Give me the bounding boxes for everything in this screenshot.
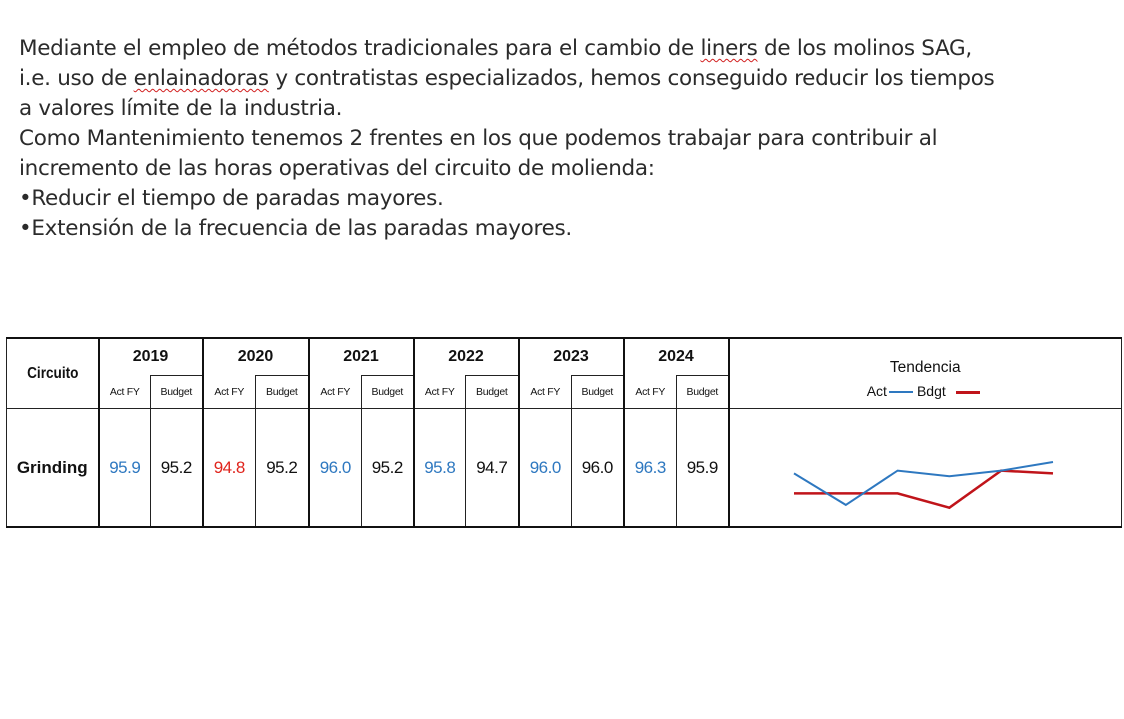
- legend-bdgt-label: Bdgt: [916, 383, 946, 399]
- trend-legend: Act Bdgt: [730, 383, 1122, 399]
- budget-2024: 95.9: [676, 408, 729, 528]
- sub-budget-2021: Budget: [361, 375, 414, 409]
- act-2023: 96.0: [517, 408, 572, 528]
- text-line-1: Mediante el empleo de métodos tradiciona…: [19, 34, 1114, 64]
- act-2024: 96.3: [622, 408, 677, 528]
- budget-2019: 95.2: [150, 408, 203, 528]
- header-year-2021: 2021: [307, 337, 414, 376]
- sub-budget-2022: Budget: [465, 375, 519, 409]
- header-year-2022: 2022: [412, 337, 519, 376]
- act-2021: 96.0: [307, 408, 362, 528]
- text-line-1a: Mediante el empleo de métodos tradiciona…: [19, 36, 701, 61]
- act-2019: 95.9: [97, 408, 151, 528]
- spellcheck-word-liners[interactable]: liners: [700, 36, 758, 61]
- sub-act-2020: Act FY: [201, 375, 256, 409]
- bullet-1: •Reducir el tiempo de paradas mayores.: [19, 186, 444, 211]
- act-2020: 94.8: [201, 408, 256, 528]
- sub-act-2021: Act FY: [307, 375, 362, 409]
- sparkline-bdgt: [793, 468, 1053, 509]
- row-label-grinding: Grinding: [6, 408, 99, 528]
- budget-2020: 95.2: [255, 408, 309, 528]
- sub-budget-2023: Budget: [571, 375, 624, 409]
- legend-bdgt-swatch: [955, 390, 980, 394]
- body-text: Mediante el empleo de métodos tradiciona…: [19, 34, 1114, 244]
- text-line-5: incremento de las horas operativas del c…: [19, 156, 655, 181]
- sub-act-2022: Act FY: [412, 375, 466, 409]
- trend-sparkline-cell: [727, 408, 1122, 528]
- sub-act-2023: Act FY: [517, 375, 572, 409]
- sub-act-2024: Act FY: [622, 375, 677, 409]
- header-tendencia: Tendencia Act Bdgt: [727, 337, 1122, 409]
- tendencia-title: Tendencia: [889, 359, 961, 376]
- legend-act-swatch: [888, 391, 913, 394]
- header-circuito: Circuito: [12, 337, 93, 409]
- text-line-3: a valores límite de la industria.: [19, 96, 343, 121]
- spellcheck-word-enlainadoras[interactable]: enlainadoras: [133, 66, 270, 91]
- budget-2023: 96.0: [571, 408, 624, 528]
- act-2022: 95.8: [412, 408, 466, 528]
- header-year-2023: 2023: [517, 337, 624, 376]
- budget-2021: 95.2: [361, 408, 414, 528]
- grinding-table: Circuito 2019 2020 2021 2022 2023 2024 T…: [6, 337, 1122, 528]
- text-line-2: i.e. uso de enlainadoras y contratistas …: [19, 64, 1114, 94]
- legend-act-label: Act: [866, 383, 887, 399]
- text-line-1c: de los molinos SAG,: [757, 36, 972, 61]
- header-year-2020: 2020: [201, 337, 309, 376]
- bullet-2: •Extensión de la frecuencia de las parad…: [19, 216, 572, 241]
- header-year-2019: 2019: [97, 337, 203, 376]
- header-year-2024: 2024: [622, 337, 729, 376]
- text-line-4: Como Mantenimiento tenemos 2 frentes en …: [19, 126, 938, 151]
- text-line-2a: i.e. uso de: [19, 66, 134, 91]
- sub-budget-2024: Budget: [676, 375, 729, 409]
- budget-2022: 94.7: [465, 408, 519, 528]
- sparkline-act: [792, 460, 1053, 506]
- sub-act-2019: Act FY: [97, 375, 151, 409]
- trend-sparkline: [792, 460, 1053, 509]
- text-line-2c: y contratistas especializados, hemos con…: [268, 66, 995, 91]
- sub-budget-2019: Budget: [150, 375, 203, 409]
- sub-budget-2020: Budget: [255, 375, 309, 409]
